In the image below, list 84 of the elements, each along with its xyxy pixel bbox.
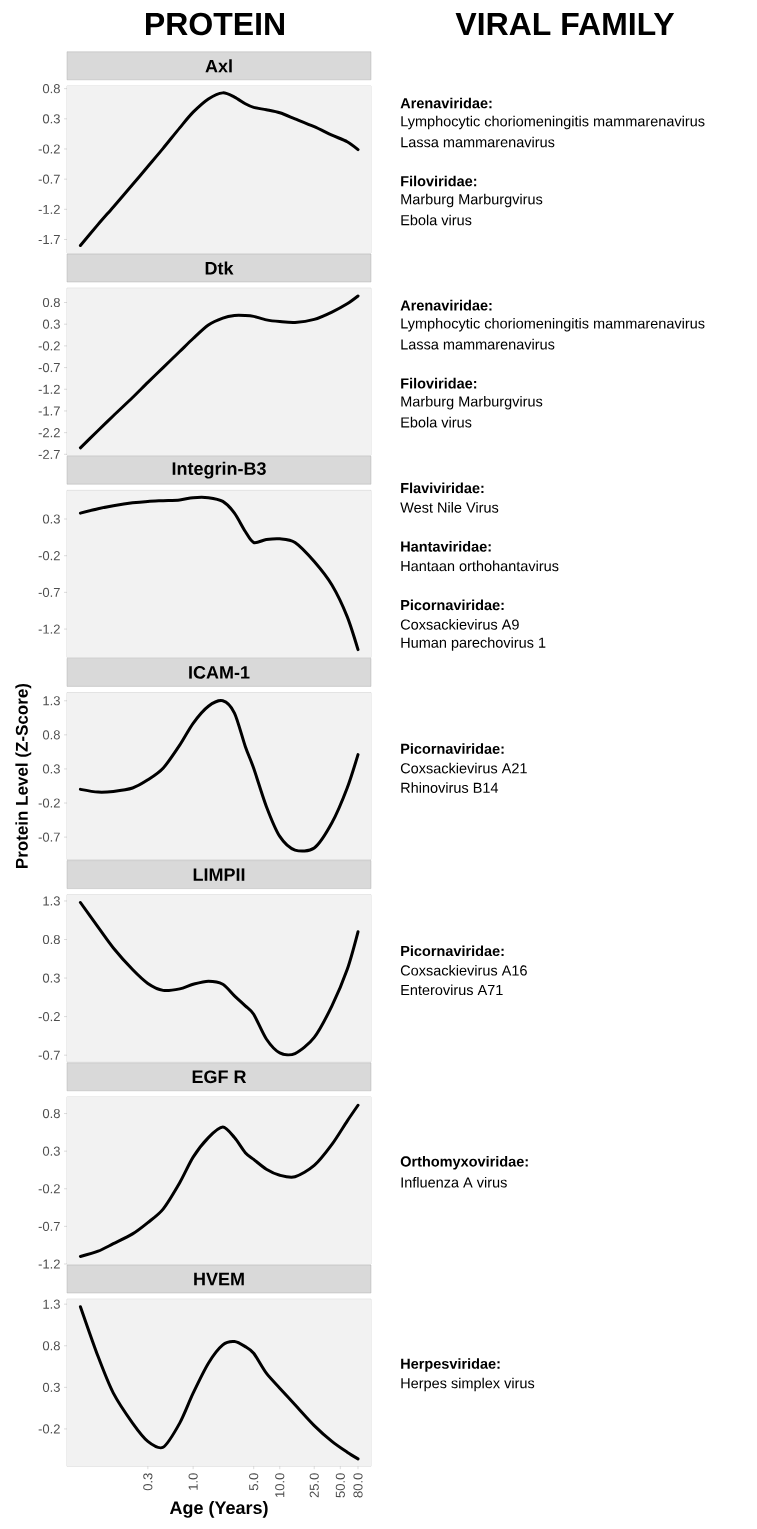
- y-tick-label: 0.3: [42, 1146, 60, 1156]
- text: Herpes simplex virus: [401, 1377, 535, 1392]
- chart-title: ICAM-1: [189, 666, 250, 679]
- text: Marburg Marburgvirus: [401, 193, 543, 208]
- y-tick-label: -0.7: [38, 1050, 60, 1060]
- y-tick-label: 0.3: [42, 1382, 60, 1392]
- chart-title: EGF R: [192, 1070, 247, 1084]
- y-tick-label: -1.2: [38, 384, 60, 394]
- y-tick-label: -0.2: [38, 551, 60, 561]
- y-tick-label: -0.2: [38, 1424, 60, 1434]
- text: Lassa mammarenavirus: [401, 136, 555, 148]
- y-tick-label: -0.2: [38, 798, 60, 808]
- y-tick-label: -0.7: [38, 587, 60, 597]
- text: PROTEIN: [146, 12, 284, 36]
- y-tick-label: -0.7: [38, 832, 60, 842]
- text: Ebola virus: [401, 416, 472, 428]
- y-tick-label: -0.7: [38, 1221, 60, 1231]
- y-tick-label: 0.3: [42, 764, 60, 774]
- text: Picornaviridae:: [401, 743, 504, 754]
- text: Filoviridae:: [401, 175, 477, 187]
- text: Orthomyxoviridae:: [400, 1155, 528, 1170]
- x-tick-label: 5.0: [249, 1473, 259, 1491]
- text: Coxsackievirus A21: [400, 762, 527, 774]
- text: Influenza A virus: [401, 1176, 507, 1188]
- x-axis-title: Age (Years): [169, 1500, 268, 1518]
- y-tick-label: 0.3: [42, 514, 60, 524]
- y-tick-label: -1.2: [38, 1259, 60, 1269]
- text: Arenaviridae:: [400, 97, 492, 109]
- y-tick-label: 0.3: [42, 114, 60, 124]
- text: Human parechovirus 1: [401, 637, 546, 651]
- chart-title: Dtk: [205, 261, 234, 275]
- y-tick-label: -2.7: [38, 449, 60, 459]
- text: Herpesviridae:: [401, 1358, 500, 1372]
- text: Picornaviridae:: [401, 945, 504, 957]
- x-tick-label: 1.0: [188, 1473, 198, 1490]
- x-tick-label: 80.0: [353, 1473, 363, 1498]
- chart-title: HVEM: [194, 1272, 244, 1286]
- y-tick-label: 0.3: [42, 319, 60, 329]
- text: Rhinovirus B14: [401, 782, 499, 793]
- text: Coxsackievirus A16: [400, 964, 527, 976]
- x-tick-label: 25.0: [309, 1473, 319, 1498]
- text: Lymphocytic choriomeningitis mammarenavirus: [401, 317, 705, 332]
- text: Picornaviridae:: [401, 599, 504, 611]
- x-tick-label: 50.0: [335, 1473, 345, 1498]
- y-tick-label: -0.2: [38, 1012, 60, 1022]
- y-tick-label: -1.7: [38, 235, 60, 244]
- chart-title: LIMPII: [193, 868, 245, 881]
- y-tick-label: -0.2: [38, 341, 60, 351]
- text: Ebola virus: [401, 214, 472, 226]
- x-tick-label: 0.3: [143, 1473, 153, 1491]
- text: VIRAL FAMILY: [455, 13, 675, 35]
- y-tick-label: 0.8: [42, 730, 60, 740]
- text: Hantaan orthohantavirus: [401, 560, 559, 572]
- x-tick-label: 10.0: [275, 1473, 285, 1498]
- y-tick-label: -0.7: [38, 174, 60, 184]
- y-tick-label: 0.3: [42, 973, 60, 983]
- y-axis-title: Protein Level (Z-Score): [15, 683, 32, 868]
- text: Lymphocytic choriomeningitis mammarenavirus: [401, 115, 705, 130]
- y-tick-label: -0.2: [38, 144, 60, 154]
- y-tick-label: 0.8: [42, 934, 60, 945]
- text: Flaviviridae:: [401, 482, 484, 494]
- y-tick-label: 0.8: [42, 84, 60, 94]
- y-tick-label: -1.7: [38, 406, 60, 416]
- y-tick-label: -1.2: [38, 624, 60, 634]
- text: Lassa mammarenavirus: [401, 338, 555, 350]
- y-tick-label: 1.3: [43, 696, 60, 706]
- y-tick-label: -1.2: [38, 204, 60, 214]
- y-tick-label: 0.8: [42, 1108, 60, 1119]
- y-tick-label: -2.2: [38, 428, 60, 438]
- y-tick-label: 0.8: [42, 1341, 60, 1351]
- y-tick-label: 1.3: [43, 896, 60, 906]
- text: Marburg Marburgvirus: [401, 395, 543, 410]
- chart-title: Axl: [205, 59, 232, 73]
- y-tick-label: -0.7: [38, 362, 60, 373]
- chart-title: Integrin-B3: [172, 461, 266, 479]
- text: Hantaviridae:: [401, 541, 491, 552]
- text: Arenaviridae:: [400, 299, 492, 311]
- text: Filoviridae:: [401, 377, 477, 389]
- text: West Nile Virus: [400, 502, 499, 513]
- text: Coxsackievirus A9: [400, 619, 519, 630]
- y-tick-label: 1.3: [43, 1299, 60, 1309]
- text: Enterovirus A71: [401, 984, 503, 996]
- y-tick-label: -0.2: [38, 1184, 60, 1194]
- y-tick-label: 0.8: [42, 297, 60, 308]
